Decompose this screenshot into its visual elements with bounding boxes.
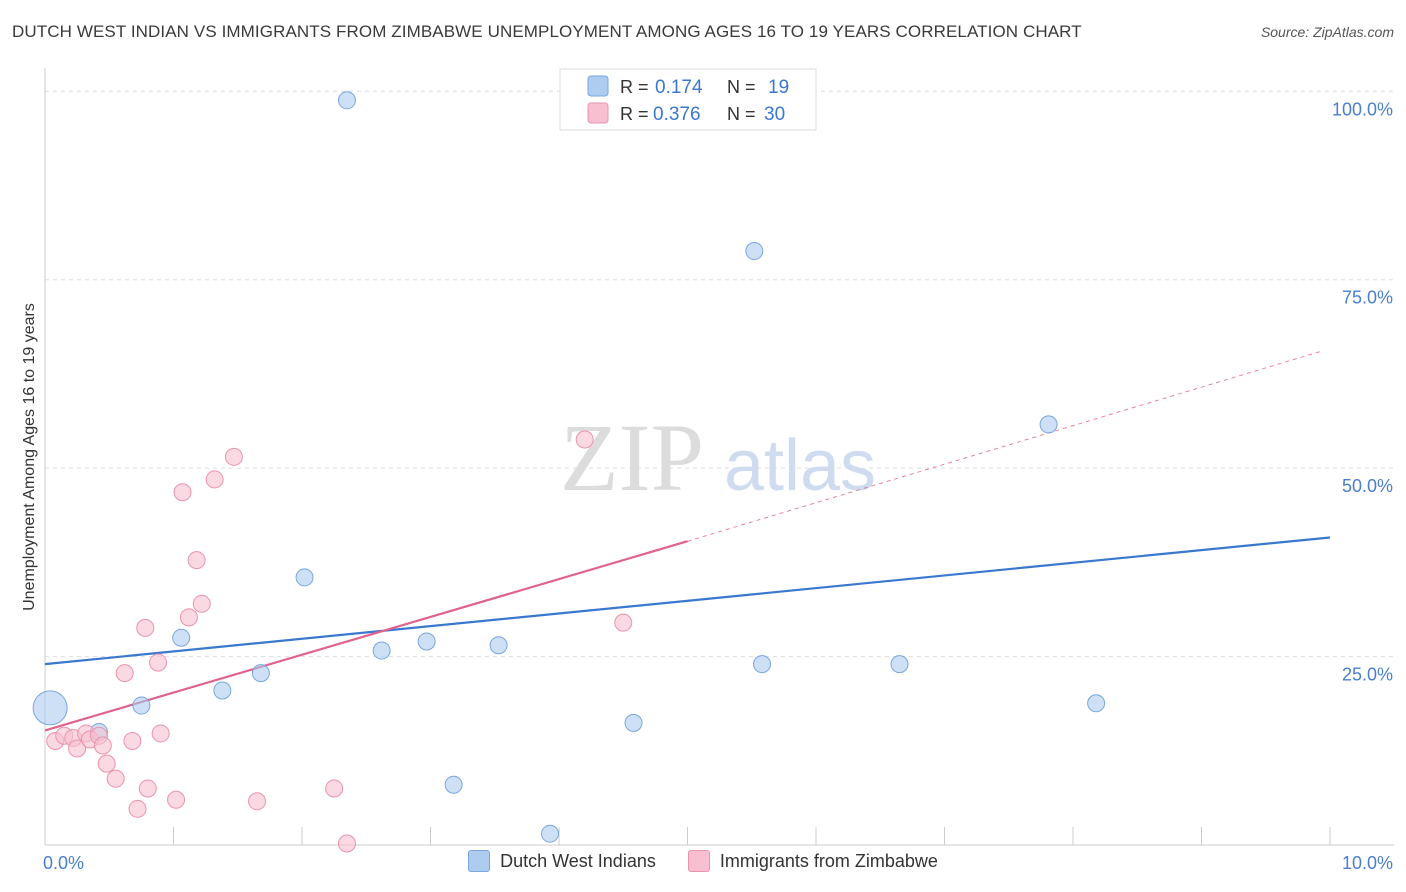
legend-r-value: 0.376	[653, 104, 701, 125]
watermark-atlas: atlas	[724, 426, 876, 506]
legend-r-label: R =	[620, 104, 649, 124]
legend-n-label: N =	[727, 104, 756, 124]
source-label: Source: ZipAtlas.com	[1260, 24, 1394, 40]
y-tick-label: 100.0%	[1332, 99, 1393, 119]
point-immigrants-from-zimbabwe	[205, 470, 224, 489]
point-dutch-west-indians	[213, 681, 232, 700]
x-tick-label: 0.0%	[43, 853, 84, 873]
legend-r-value: 0.174	[655, 77, 703, 98]
point-immigrants-from-zimbabwe	[149, 653, 168, 672]
point-dutch-west-indians	[32, 690, 68, 726]
legend-item-dutch-west-indians[interactable]: Dutch West Indians	[468, 850, 656, 872]
legend-box: R = 0.174 N = 19 R = 0.376 N = 30	[559, 68, 817, 131]
legend-n-value: 19	[768, 77, 789, 98]
legend-n-value: 30	[764, 104, 785, 125]
y-tick-label: 50.0%	[1342, 476, 1393, 496]
watermark: ZIP atlas	[560, 404, 876, 511]
point-immigrants-from-zimbabwe	[337, 834, 356, 853]
point-dutch-west-indians	[1039, 415, 1058, 434]
point-immigrants-from-zimbabwe	[614, 613, 633, 632]
legend-swatch-icon	[468, 850, 491, 872]
legend-swatch-blue	[587, 75, 609, 97]
legend-swatch-icon	[687, 850, 710, 872]
point-immigrants-from-zimbabwe	[187, 551, 206, 570]
data-points	[32, 91, 1106, 853]
point-immigrants-from-zimbabwe	[192, 594, 211, 613]
gridlines	[45, 90, 1394, 658]
point-dutch-west-indians	[890, 655, 909, 674]
legend-label: Dutch West Indians	[500, 850, 656, 871]
x-tick-label: 10.0%	[1342, 853, 1393, 873]
point-immigrants-from-zimbabwe	[93, 736, 112, 755]
point-immigrants-from-zimbabwe	[173, 483, 192, 502]
point-immigrants-from-zimbabwe	[106, 769, 125, 788]
trend-line-immigrants-from-zimbabwe	[44, 540, 688, 732]
series-legend: Dutch West Indians Immigrants from Zimba…	[0, 850, 1406, 872]
point-dutch-west-indians	[745, 242, 764, 261]
trend-line-dutch-west-indians	[44, 536, 1331, 666]
point-immigrants-from-zimbabwe	[325, 779, 344, 798]
legend-label: Immigrants from Zimbabwe	[719, 850, 938, 871]
point-dutch-west-indians	[295, 568, 314, 587]
point-immigrants-from-zimbabwe	[151, 724, 170, 743]
trend-line-extension	[687, 350, 1324, 542]
tick-labels: 25.0% 50.0% 75.0% 100.0% 0.0% 10.0%	[43, 99, 1393, 873]
point-immigrants-from-zimbabwe	[224, 447, 243, 466]
y-tick-label: 75.0%	[1342, 288, 1393, 308]
point-immigrants-from-zimbabwe	[248, 792, 267, 811]
y-tick-label: 25.0%	[1342, 665, 1393, 685]
point-dutch-west-indians	[132, 696, 151, 715]
point-dutch-west-indians	[753, 655, 772, 674]
legend-item-immigrants-from-zimbabwe[interactable]: Immigrants from Zimbabwe	[687, 850, 938, 872]
point-immigrants-from-zimbabwe	[115, 664, 134, 683]
point-immigrants-from-zimbabwe	[128, 799, 147, 818]
trend-lines	[44, 350, 1331, 732]
point-immigrants-from-zimbabwe	[68, 739, 87, 758]
point-immigrants-from-zimbabwe	[138, 779, 157, 798]
point-dutch-west-indians	[172, 628, 191, 647]
point-dutch-west-indians	[1087, 694, 1106, 713]
chart-title: DUTCH WEST INDIAN VS IMMIGRANTS FROM ZIM…	[12, 22, 1082, 41]
legend-r-label: R =	[620, 77, 649, 97]
legend-n-label: N =	[727, 77, 756, 97]
point-dutch-west-indians	[337, 91, 356, 110]
point-dutch-west-indians	[541, 824, 560, 843]
point-immigrants-from-zimbabwe	[123, 731, 142, 750]
point-immigrants-from-zimbabwe	[167, 790, 186, 809]
point-dutch-west-indians	[444, 775, 463, 794]
point-dutch-west-indians	[251, 664, 270, 683]
legend-swatch-pink	[587, 102, 609, 124]
point-immigrants-from-zimbabwe	[575, 430, 594, 449]
point-dutch-west-indians	[489, 636, 508, 655]
axes	[44, 68, 1394, 846]
point-immigrants-from-zimbabwe	[179, 608, 198, 627]
point-immigrants-from-zimbabwe	[136, 618, 155, 637]
point-dutch-west-indians	[417, 632, 436, 651]
watermark-zip: ZIP	[560, 404, 704, 511]
point-dutch-west-indians	[624, 713, 643, 732]
point-immigrants-from-zimbabwe	[97, 754, 116, 773]
point-dutch-west-indians	[372, 641, 391, 660]
